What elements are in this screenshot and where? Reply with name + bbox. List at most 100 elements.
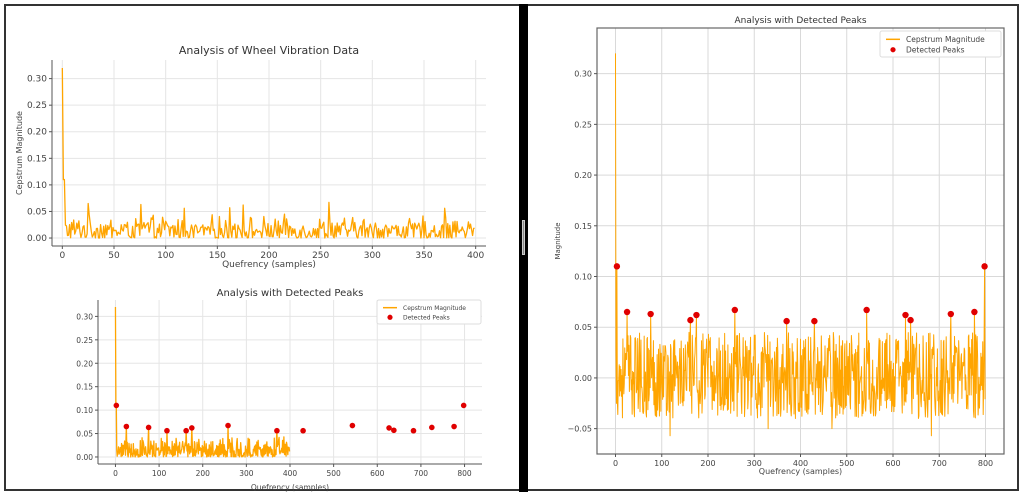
x-tick-label: 150: [209, 251, 226, 261]
y-tick-label: 0.30: [27, 75, 47, 85]
detected-peak-point: [113, 402, 120, 409]
x-tick-label: 200: [260, 251, 277, 261]
legend-dot-swatch: [387, 314, 393, 320]
y-axis-label: Magnitude: [554, 222, 562, 259]
detected-peak-point: [460, 402, 467, 409]
detected-peak-point: [410, 427, 417, 434]
detected-peak-point: [451, 423, 457, 430]
y-tick-label: 0.05: [27, 207, 47, 217]
y-tick-label: 0.20: [76, 359, 93, 368]
x-tick-label: 300: [747, 459, 762, 468]
series-line-cepstrum: [61, 67, 475, 239]
x-tick-label: 200: [700, 459, 715, 468]
detected-peak-point: [164, 427, 170, 434]
y-tick-label: 0.10: [76, 406, 93, 415]
chart-title: Analysis of Wheel Vibration Data: [179, 44, 359, 57]
x-tick-label: 600: [885, 459, 900, 468]
detected-peak-point: [183, 427, 189, 434]
detected-peak-point: [623, 308, 631, 316]
x-tick-label: 500: [839, 459, 854, 468]
detected-peak-point: [693, 311, 700, 319]
chart-wheel-vibration: 0 50 100 150 200 250 300 350 400 0.00 0.05 0.10 0.15…: [15, 44, 486, 270]
divider-handle[interactable]: [522, 220, 525, 255]
detected-peak-point: [907, 316, 914, 324]
x-tick-label: 400: [793, 459, 808, 468]
x-tick-label: 300: [364, 251, 381, 261]
x-tick-label: 600: [370, 469, 385, 478]
x-tick-label: 250: [312, 251, 329, 261]
x-tick-label: 800: [457, 469, 472, 478]
chart-title: Analysis with Detected Peaks: [734, 16, 866, 26]
grid: [52, 60, 486, 246]
series-line-cepstrum: [114, 307, 291, 458]
y-tick-label: 0.15: [76, 383, 93, 392]
x-tick-label: 0: [613, 459, 618, 468]
x-tick-label: 800: [978, 459, 993, 468]
detected-peak-point: [429, 424, 435, 431]
detected-peak-point: [189, 425, 195, 431]
x-tick-label: 100: [157, 251, 174, 261]
y-tick-label: 0.00: [574, 374, 592, 383]
y-tick-label: 0.05: [76, 430, 93, 439]
y-tick-label: 0.10: [574, 273, 592, 282]
detected-peak-point: [687, 316, 694, 324]
x-tick-label: 700: [414, 469, 429, 478]
x-tick-label: 100: [654, 459, 669, 468]
detected-peak-point: [225, 422, 231, 429]
detected-peak-point: [981, 263, 988, 270]
detected-peak-point: [391, 427, 397, 434]
x-tick-label: 300: [239, 469, 254, 478]
detected-peak-point: [947, 310, 955, 318]
detected-peak-point: [971, 308, 978, 316]
legend: Cepstrum Magnitude Detected Peaks: [376, 299, 482, 325]
legend-dot-swatch: [890, 47, 896, 53]
y-tick-label: 0.30: [76, 312, 93, 321]
y-axis-label: Cepstrum Magnitude: [15, 111, 24, 195]
series-line-cepstrum: [615, 53, 986, 437]
detected-peak-point: [902, 311, 909, 319]
y-tick-label: 0.10: [27, 181, 47, 191]
detected-peak-point: [386, 425, 392, 431]
detected-peak-point: [123, 423, 130, 430]
x-tick-label: 200: [196, 469, 211, 478]
detected-peak-point: [863, 306, 870, 314]
y-tick-label: 0.05: [574, 323, 592, 332]
x-axis-label: Quefrency (samples): [251, 483, 329, 492]
legend-box: [879, 30, 1002, 58]
chart-detected-peaks-large: 0 100 200 300 400 500 600 700 800 −0.05 0.00 0.05 0.…: [554, 16, 1005, 476]
detected-peak-point: [811, 317, 818, 325]
y-tick-label: 0.25: [574, 120, 592, 129]
detected-peak-point: [647, 310, 654, 318]
legend-label-cepstrum: Cepstrum Magnitude: [403, 305, 466, 312]
detected-peak-point: [783, 317, 790, 325]
y-tick-label: 0.00: [76, 453, 93, 462]
y-tick-label: 0.00: [27, 234, 47, 244]
legend-label-peaks: Detected Peaks: [906, 45, 965, 54]
y-tick-label: 0.25: [27, 101, 47, 111]
x-tick-label: 0: [59, 251, 65, 261]
y-tick-label: 0.30: [574, 70, 592, 79]
x-tick-label: 350: [415, 251, 432, 261]
y-tick-label: 0.25: [76, 336, 93, 345]
y-tick-label: 0.15: [27, 154, 47, 164]
y-tick-label: 0.15: [574, 222, 592, 231]
legend-label-peaks: Detected Peaks: [403, 314, 450, 321]
x-tick-label: 400: [283, 469, 298, 478]
legend-label-cepstrum: Cepstrum Magnitude: [906, 35, 985, 44]
detected-peak-point: [349, 422, 356, 429]
x-tick-label: 50: [108, 251, 120, 261]
chart-title: Analysis with Detected Peaks: [217, 288, 364, 299]
x-axis-label: Quefrency (samples): [759, 467, 842, 476]
grid: [98, 300, 482, 464]
detected-peak-point: [300, 427, 306, 434]
y-tick-label: −0.05: [567, 425, 592, 434]
detected-peak-point: [613, 263, 621, 270]
x-tick-label: 400: [467, 251, 484, 261]
legend-box: [376, 299, 482, 325]
x-tick-label: 500: [326, 469, 341, 478]
x-tick-label: 100: [152, 469, 167, 478]
x-tick-label: 700: [932, 459, 947, 468]
detected-peak-point: [731, 306, 739, 314]
